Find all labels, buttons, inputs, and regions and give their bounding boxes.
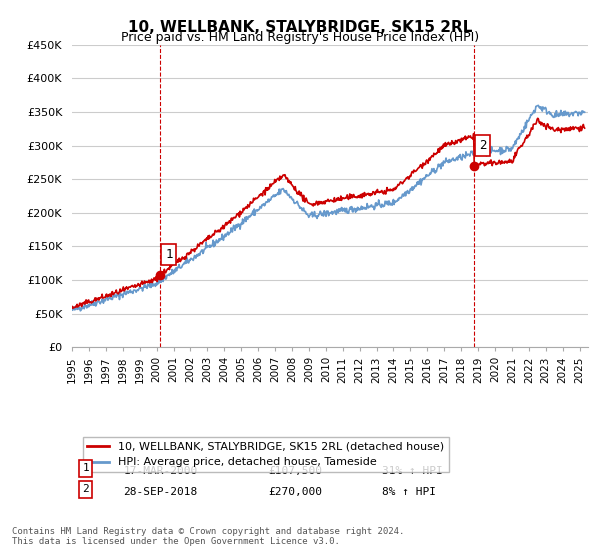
Text: 2: 2 [479, 139, 487, 152]
Text: 10, WELLBANK, STALYBRIDGE, SK15 2RL: 10, WELLBANK, STALYBRIDGE, SK15 2RL [128, 20, 472, 35]
Legend: 10, WELLBANK, STALYBRIDGE, SK15 2RL (detached house), HPI: Average price, detach: 10, WELLBANK, STALYBRIDGE, SK15 2RL (det… [83, 437, 449, 472]
Text: 8% ↑ HPI: 8% ↑ HPI [382, 487, 436, 497]
Text: 17-MAR-2000: 17-MAR-2000 [124, 466, 198, 476]
Text: 31% ↑ HPI: 31% ↑ HPI [382, 466, 442, 476]
Text: Price paid vs. HM Land Registry's House Price Index (HPI): Price paid vs. HM Land Registry's House … [121, 31, 479, 44]
Text: 28-SEP-2018: 28-SEP-2018 [124, 487, 198, 497]
Text: 2: 2 [82, 484, 89, 494]
Text: 1: 1 [165, 248, 173, 261]
Text: Contains HM Land Registry data © Crown copyright and database right 2024.
This d: Contains HM Land Registry data © Crown c… [12, 526, 404, 546]
Text: £107,500: £107,500 [268, 466, 322, 476]
Text: 1: 1 [82, 463, 89, 473]
Text: £270,000: £270,000 [268, 487, 322, 497]
